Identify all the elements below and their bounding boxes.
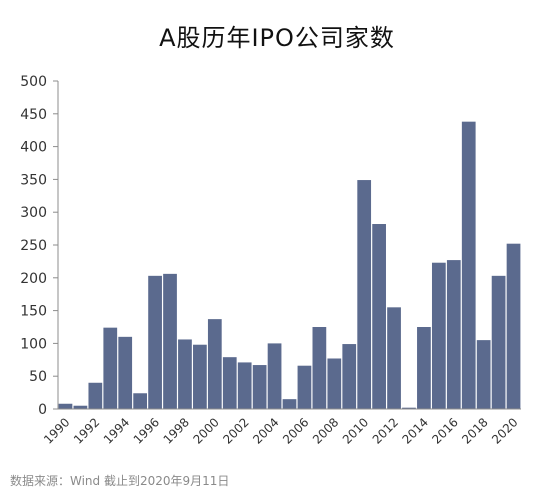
bar-2009 xyxy=(342,344,357,409)
bar-2012 xyxy=(387,307,401,409)
bar-2020 xyxy=(506,243,521,409)
x-tick-label: 2008 xyxy=(310,415,341,446)
bar-2013 xyxy=(402,407,416,409)
x-tick-label: 2016 xyxy=(429,415,460,446)
bar-2002 xyxy=(237,362,252,409)
x-tick-label: 2018 xyxy=(459,415,490,446)
y-tick-label: 350 xyxy=(20,172,47,188)
bar-2016 xyxy=(446,260,461,409)
y-tick-label: 250 xyxy=(20,238,47,254)
bar-1991 xyxy=(73,405,88,409)
y-tick-label: 450 xyxy=(20,107,47,123)
y-tick-label: 0 xyxy=(38,402,47,418)
bar-2005 xyxy=(282,399,297,409)
x-tick-label: 2012 xyxy=(370,415,401,446)
x-tick-label: 1992 xyxy=(71,415,102,446)
bar-2015 xyxy=(431,262,446,409)
y-tick-label: 300 xyxy=(20,205,47,221)
bar-2011 xyxy=(372,224,386,409)
bar-2008 xyxy=(327,358,342,409)
bar-1995 xyxy=(133,393,148,409)
x-tick-label: 2020 xyxy=(489,415,520,446)
bar-1997 xyxy=(163,273,177,409)
x-tick-label: 2014 xyxy=(400,415,431,446)
x-tick-label: 1998 xyxy=(161,415,192,446)
bar-1990 xyxy=(58,403,73,409)
bar-2018 xyxy=(476,340,491,409)
y-tick-label: 150 xyxy=(20,304,47,320)
y-tick-label: 400 xyxy=(20,140,47,156)
y-tick-label: 50 xyxy=(29,369,47,385)
bar-1994 xyxy=(118,336,133,409)
x-tick-label: 2010 xyxy=(340,415,371,446)
x-tick-label: 2000 xyxy=(190,415,221,446)
source-note: 数据来源：Wind 截止到2020年9月11日 xyxy=(10,474,230,488)
bar-2006 xyxy=(297,365,312,409)
bar-2003 xyxy=(252,365,267,409)
bar-1996 xyxy=(148,275,162,409)
bar-2017 xyxy=(461,121,476,410)
chart-title: A股历年IPO公司家数 xyxy=(159,24,395,52)
bar-2004 xyxy=(267,343,282,409)
bar-1992 xyxy=(88,382,103,409)
bar-1998 xyxy=(178,339,192,409)
bar-2001 xyxy=(222,357,237,409)
x-tick-label: 2004 xyxy=(250,415,281,446)
y-tick-label: 100 xyxy=(20,336,47,352)
bar-2000 xyxy=(207,319,222,409)
x-tick-label: 2002 xyxy=(220,415,251,446)
bar-2010 xyxy=(357,180,372,409)
x-tick-label: 1990 xyxy=(41,415,72,446)
bar-1993 xyxy=(103,327,118,409)
bar-2019 xyxy=(491,275,506,409)
x-tick-label: 1994 xyxy=(101,415,132,446)
y-tick-label: 200 xyxy=(20,271,47,287)
bar-2007 xyxy=(312,327,327,409)
x-tick-label: 1996 xyxy=(131,415,162,446)
x-tick-label: 2006 xyxy=(280,415,311,446)
y-tick-label: 500 xyxy=(20,74,47,90)
bar-1999 xyxy=(193,344,207,409)
bar-2014 xyxy=(417,327,431,409)
